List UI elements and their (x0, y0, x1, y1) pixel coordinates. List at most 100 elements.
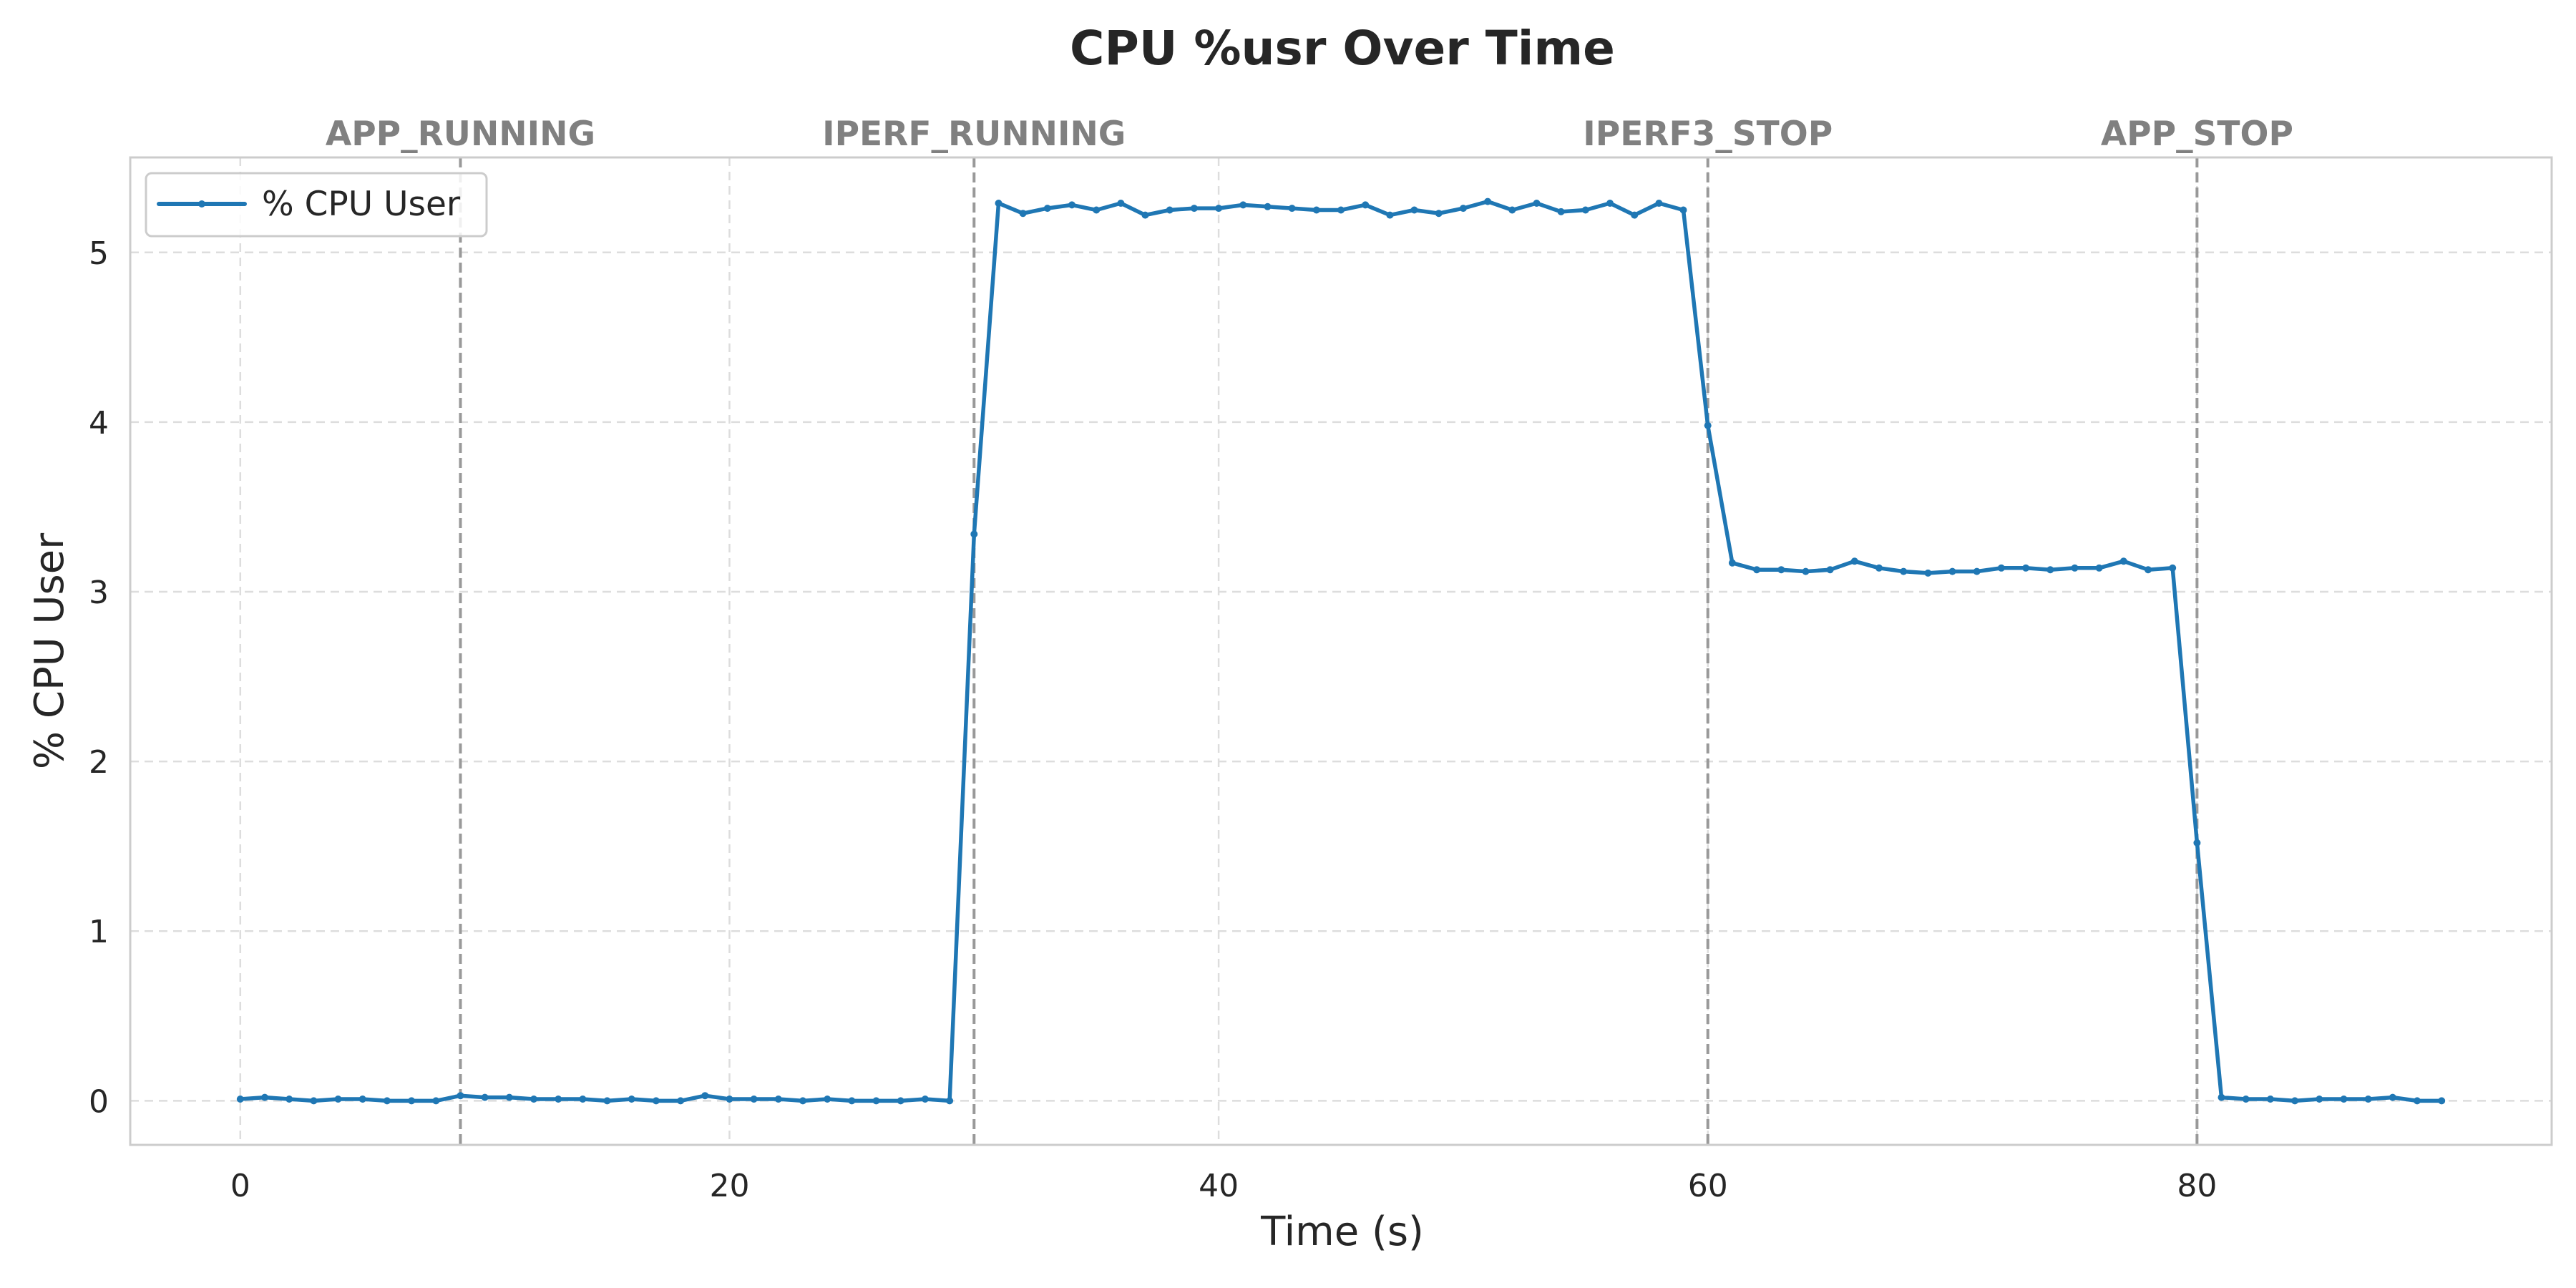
data-point (799, 1097, 806, 1105)
data-point (2145, 566, 2152, 574)
data-point (1019, 210, 1027, 218)
data-point (652, 1097, 660, 1105)
data-point (310, 1097, 318, 1105)
data-point (1606, 200, 1614, 207)
data-point (1581, 206, 1589, 214)
data-point (2193, 839, 2201, 847)
data-point (1117, 200, 1125, 207)
data-point (1802, 567, 1810, 575)
series-layer (236, 197, 2446, 1105)
legend-label-cpu-user: % CPU User (262, 185, 461, 224)
data-point (946, 1097, 954, 1105)
legend-swatch-marker (198, 200, 205, 208)
data-point (2119, 557, 2127, 565)
data-point (1753, 566, 1761, 574)
data-point (2364, 1096, 2372, 1103)
data-point (897, 1097, 904, 1105)
data-point (921, 1096, 929, 1103)
event-label: IPERF_RUNNING (822, 114, 1126, 154)
data-point (1826, 566, 1834, 574)
data-point (1410, 206, 1418, 214)
data-point (2291, 1097, 2299, 1105)
data-point (1850, 557, 1858, 565)
data-point (358, 1096, 366, 1103)
data-point (1459, 205, 1467, 213)
y-tick-label: 3 (89, 575, 109, 611)
data-point (1655, 200, 1663, 207)
data-point (1973, 567, 1981, 575)
data-point (1924, 569, 1932, 577)
data-point (530, 1096, 537, 1103)
data-point (481, 1093, 489, 1101)
data-point (1337, 206, 1345, 214)
x-tick-label: 40 (1199, 1168, 1239, 1204)
data-point (2389, 1093, 2396, 1101)
data-point (995, 200, 1002, 207)
data-point (2046, 566, 2054, 574)
data-point (1484, 197, 1492, 205)
y-axis-label: % CPU User (26, 532, 73, 769)
data-point (1288, 205, 1296, 213)
y-tick-label: 5 (89, 235, 109, 272)
data-point (1679, 206, 1687, 214)
legend: % CPU User (145, 172, 488, 238)
y-tick-label: 0 (89, 1083, 109, 1120)
data-point (236, 1096, 244, 1103)
data-point (1900, 567, 1908, 575)
data-point (1728, 559, 1736, 567)
data-point (1215, 205, 1223, 213)
data-point (628, 1096, 635, 1103)
data-point (1386, 211, 1394, 219)
data-point (1557, 208, 1565, 215)
data-point (970, 530, 978, 538)
data-point (2095, 564, 2103, 572)
data-point (1704, 421, 1712, 429)
data-point (1312, 206, 1320, 214)
event-label: APP_RUNNING (326, 114, 595, 154)
data-point (750, 1096, 758, 1103)
data-point (2316, 1096, 2323, 1103)
x-tick-label: 80 (2177, 1168, 2217, 1204)
data-point (1141, 211, 1149, 219)
data-point (701, 1092, 709, 1100)
data-point (286, 1096, 293, 1103)
data-point (1631, 211, 1639, 219)
data-point (1875, 564, 1883, 572)
data-point (334, 1096, 342, 1103)
data-point (2071, 564, 2079, 572)
grid-layer (130, 157, 2552, 1145)
x-tick-label: 60 (1688, 1168, 1728, 1204)
data-point (2022, 564, 2030, 572)
data-point (677, 1097, 685, 1105)
data-point (1948, 567, 1956, 575)
data-point (1362, 201, 1370, 209)
data-point (2438, 1097, 2446, 1105)
y-tick-label: 4 (89, 405, 109, 441)
data-point (774, 1096, 782, 1103)
plot-frame (129, 156, 2553, 1146)
event-markers: APP_RUNNING IPERF_RUNNING IPERF3_STOP APP_S… (326, 114, 2293, 1145)
data-point (2266, 1096, 2274, 1103)
data-point (261, 1093, 268, 1101)
data-point (2340, 1096, 2348, 1103)
event-label: APP_STOP (2101, 114, 2293, 154)
data-point (1508, 206, 1516, 214)
data-point (579, 1096, 587, 1103)
data-point (2218, 1093, 2225, 1101)
data-point (432, 1097, 440, 1105)
data-point (555, 1096, 562, 1103)
data-point (1997, 564, 2005, 572)
data-point (1166, 206, 1174, 214)
data-point (505, 1093, 513, 1101)
data-point (2414, 1097, 2421, 1105)
tick-labels: 0 20 40 60 80 0 1 2 3 4 5 (89, 235, 2217, 1204)
data-point (1043, 205, 1051, 213)
data-point (408, 1097, 416, 1105)
legend-box (145, 172, 488, 238)
data-point (1068, 201, 1075, 209)
data-point (1190, 205, 1198, 213)
data-point (1435, 210, 1443, 218)
data-point (2169, 564, 2177, 572)
chart-title: CPU %usr Over Time (1070, 21, 1615, 76)
